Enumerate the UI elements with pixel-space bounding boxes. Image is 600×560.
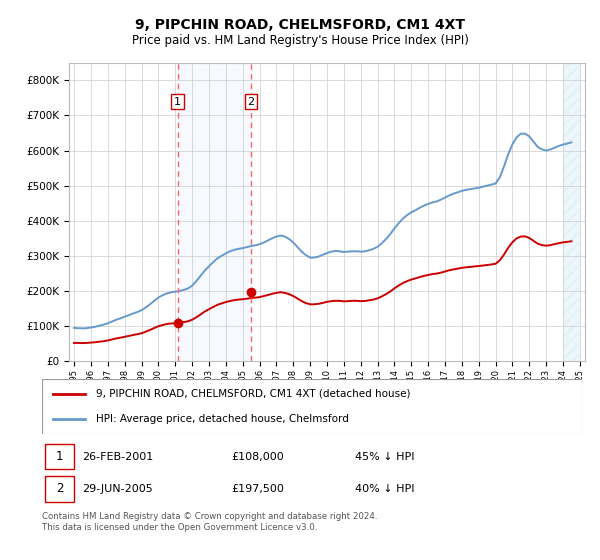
Text: 45% ↓ HPI: 45% ↓ HPI (355, 451, 415, 461)
Text: 9, PIPCHIN ROAD, CHELMSFORD, CM1 4XT (detached house): 9, PIPCHIN ROAD, CHELMSFORD, CM1 4XT (de… (96, 389, 410, 399)
Text: 1: 1 (174, 96, 181, 106)
Text: 9, PIPCHIN ROAD, CHELMSFORD, CM1 4XT: 9, PIPCHIN ROAD, CHELMSFORD, CM1 4XT (135, 18, 465, 32)
Text: 26-FEB-2001: 26-FEB-2001 (83, 451, 154, 461)
Text: HPI: Average price, detached house, Chelmsford: HPI: Average price, detached house, Chel… (96, 414, 349, 424)
Text: £108,000: £108,000 (231, 451, 284, 461)
Text: 2: 2 (247, 96, 254, 106)
FancyBboxPatch shape (45, 444, 74, 469)
Bar (178, 63, 251, 361)
Text: 40% ↓ HPI: 40% ↓ HPI (355, 484, 415, 494)
FancyBboxPatch shape (45, 477, 74, 502)
Text: £197,500: £197,500 (231, 484, 284, 494)
FancyBboxPatch shape (42, 379, 582, 434)
Bar (563, 63, 580, 361)
Text: 2: 2 (56, 483, 64, 496)
Text: 29-JUN-2005: 29-JUN-2005 (83, 484, 153, 494)
Text: Price paid vs. HM Land Registry's House Price Index (HPI): Price paid vs. HM Land Registry's House … (131, 34, 469, 47)
Text: Contains HM Land Registry data © Crown copyright and database right 2024.
This d: Contains HM Land Registry data © Crown c… (42, 512, 377, 532)
Text: 1: 1 (56, 450, 64, 463)
